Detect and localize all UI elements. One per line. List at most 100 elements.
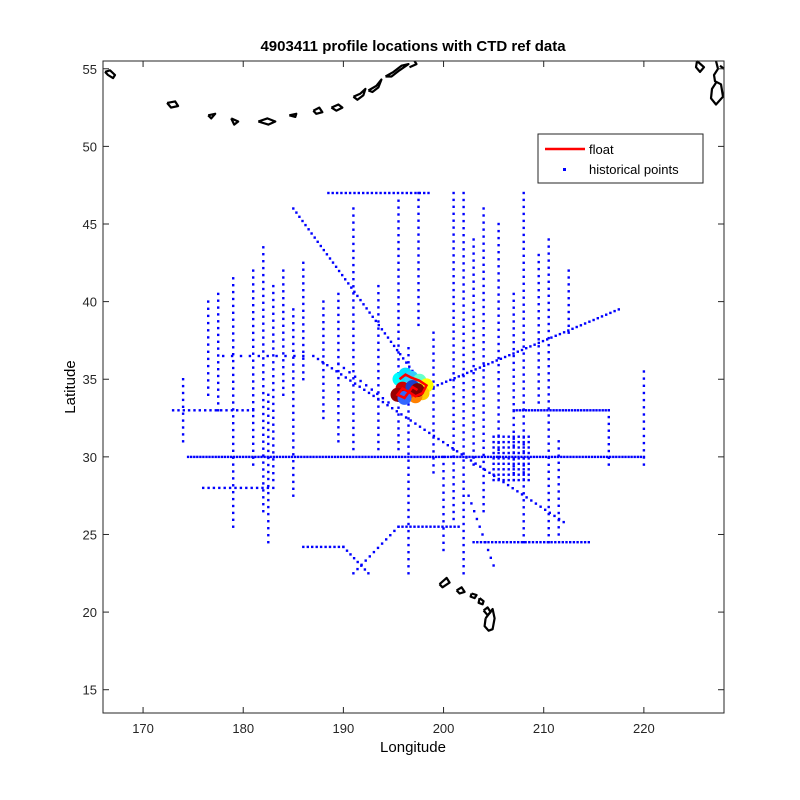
historical-point: [452, 219, 455, 222]
historical-point: [607, 443, 610, 446]
historical-point: [377, 313, 380, 316]
historical-point: [262, 426, 265, 430]
historical-point: [502, 435, 505, 438]
historical-point: [515, 409, 518, 412]
historical-point: [171, 409, 175, 412]
historical-point: [397, 240, 400, 244]
historical-point: [242, 455, 245, 459]
historical-point: [474, 455, 477, 459]
historical-point: [232, 449, 235, 452]
historical-point: [292, 425, 295, 428]
historical-point: [409, 525, 412, 528]
historical-point: [452, 337, 455, 340]
historical-point: [522, 296, 525, 299]
historical-point: [181, 433, 185, 436]
historical-point: [512, 375, 515, 378]
historical-point: [397, 316, 400, 320]
historical-point: [537, 401, 540, 404]
historical-point: [322, 300, 325, 303]
historical-point: [407, 558, 410, 561]
historical-point: [396, 191, 400, 195]
historical-point: [352, 263, 355, 267]
historical-point: [407, 445, 410, 448]
historical-point: [214, 455, 217, 459]
historical-point: [292, 315, 295, 318]
historical-point: [217, 340, 220, 343]
historical-point: [397, 344, 400, 347]
historical-point: [479, 465, 482, 468]
historical-point: [432, 422, 435, 425]
historical-point: [512, 299, 515, 302]
historical-point: [337, 362, 340, 366]
historical-point: [322, 348, 325, 351]
historical-point: [560, 455, 563, 459]
historical-point: [639, 455, 642, 459]
historical-point: [535, 455, 538, 459]
historical-point: [511, 455, 514, 459]
historical-point: [482, 510, 485, 513]
historical-point: [272, 444, 275, 447]
historical-point: [337, 306, 340, 310]
historical-point: [407, 487, 410, 491]
historical-point: [572, 541, 576, 544]
historical-point: [452, 191, 455, 195]
historical-point: [292, 322, 295, 325]
historical-point: [193, 455, 196, 459]
historical-point: [293, 354, 296, 358]
coastline: [352, 87, 367, 101]
x-tick-label: 190: [333, 721, 355, 736]
historical-point: [292, 397, 295, 401]
historical-point: [547, 470, 550, 473]
historical-point: [462, 438, 465, 441]
historical-point: [337, 398, 340, 401]
historical-point: [262, 301, 265, 304]
historical-point: [267, 421, 270, 425]
historical-point: [363, 388, 366, 391]
historical-point: [262, 440, 265, 443]
historical-point: [442, 548, 445, 552]
historical-point: [452, 275, 455, 278]
historical-point: [615, 455, 618, 459]
historical-point: [272, 284, 275, 288]
historical-point: [207, 393, 210, 396]
historical-point: [410, 455, 413, 459]
historical-point: [462, 445, 465, 448]
historical-point: [547, 266, 550, 269]
historical-point: [432, 352, 435, 355]
historical-point: [353, 290, 356, 293]
historical-point: [482, 355, 485, 358]
historical-point: [352, 384, 355, 387]
historical-point: [232, 491, 235, 494]
historical-point: [497, 448, 500, 451]
x-tick-label: 170: [132, 721, 154, 736]
historical-point: [337, 369, 340, 373]
historical-point: [413, 525, 416, 528]
axes-frame: [102, 60, 725, 714]
historical-point: [262, 273, 265, 277]
historical-point: [567, 283, 570, 286]
historical-point: [407, 417, 410, 420]
historical-point: [232, 277, 235, 280]
historical-point: [319, 244, 322, 248]
historical-point: [205, 455, 208, 459]
historical-point: [236, 409, 239, 412]
historical-point: [549, 409, 552, 412]
historical-point: [537, 373, 540, 376]
historical-point: [232, 366, 235, 370]
historical-point: [313, 236, 316, 239]
historical-point: [462, 241, 465, 244]
historical-point: [472, 372, 475, 375]
historical-point: [543, 409, 546, 412]
historical-point: [312, 354, 315, 358]
historical-point: [252, 290, 255, 293]
historical-point: [186, 455, 190, 459]
historical-point: [353, 382, 357, 385]
x-axis-ticks: 170 180 190 200 210 220: [132, 61, 655, 736]
historical-point: [462, 508, 465, 512]
historical-point: [337, 320, 340, 324]
historical-point: [397, 296, 400, 299]
historical-point: [534, 502, 538, 505]
y-tick-label: 40: [83, 295, 97, 310]
historical-point: [482, 362, 485, 365]
y-axis-label: Latitude: [62, 360, 79, 413]
